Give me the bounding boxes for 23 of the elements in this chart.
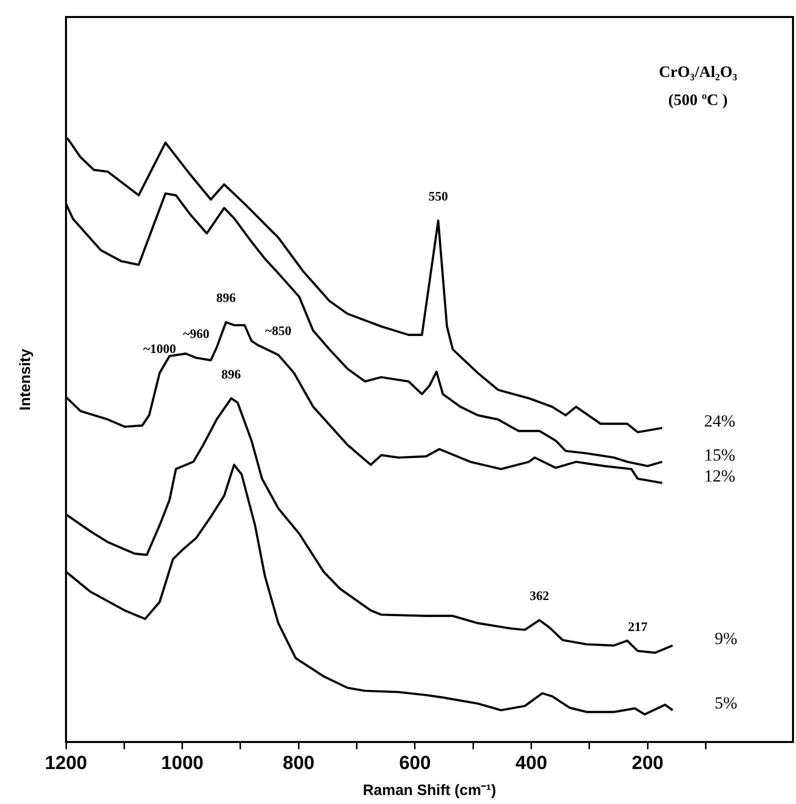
annotation: 896: [221, 366, 242, 382]
annotation: 217: [628, 618, 648, 634]
x-tick-label: 600: [399, 752, 431, 774]
x-tick-label: 400: [515, 752, 548, 774]
y-axis-title: Intensity: [17, 348, 34, 410]
x-tick-label: 800: [282, 752, 314, 774]
x-tick-label: 1000: [161, 752, 204, 774]
text: 15%: [704, 445, 736, 464]
text: 12%: [704, 466, 736, 486]
annotation: ~850: [265, 322, 292, 338]
text: 5%: [714, 694, 738, 713]
annotation: 362: [530, 588, 550, 604]
annotation: ~1000: [143, 340, 176, 356]
annotation: ~960: [183, 326, 210, 341]
text: 24%: [704, 411, 736, 430]
annotation: 896: [216, 290, 236, 306]
annotation: 550: [428, 188, 448, 204]
chart-subtitle: (500 ºC ): [668, 92, 728, 109]
x-tick-label: 1200: [44, 752, 88, 774]
chart-title: CrO₃/Al₂O₃: [658, 64, 738, 81]
x-axis-title: Raman Shift (cm⁻¹): [362, 782, 496, 800]
text: 9%: [714, 628, 738, 648]
x-tick-label: 200: [632, 752, 664, 774]
